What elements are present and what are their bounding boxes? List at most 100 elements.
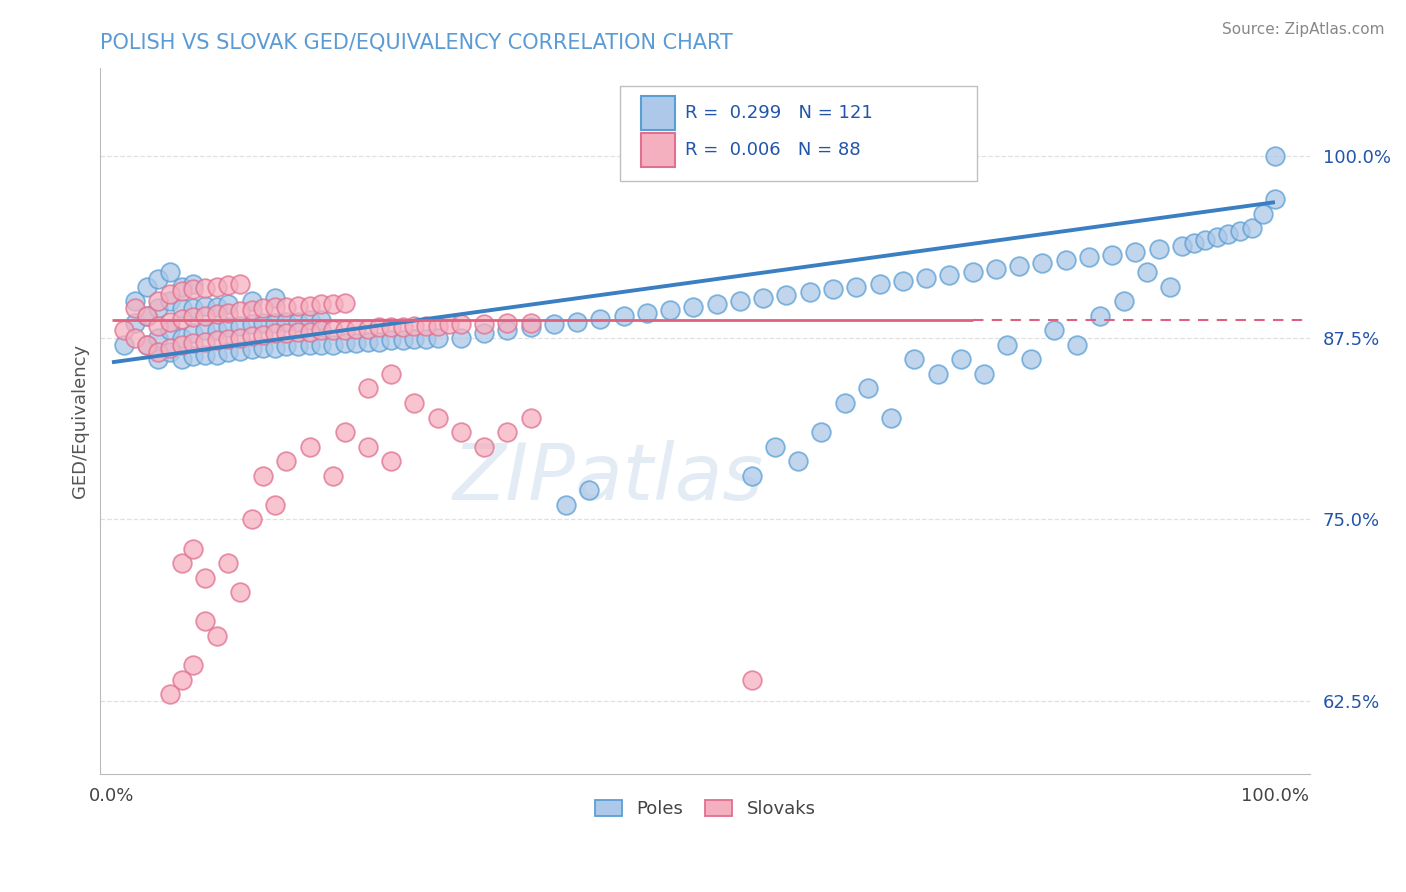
Point — [311, 297, 333, 311]
Point — [472, 318, 495, 332]
Point — [565, 314, 588, 328]
Point — [183, 301, 205, 316]
Point — [183, 326, 205, 340]
Point — [613, 309, 636, 323]
Point — [205, 300, 228, 314]
Point — [1125, 244, 1147, 259]
Point — [124, 294, 146, 309]
Point — [217, 306, 239, 320]
Point — [276, 339, 298, 353]
FancyBboxPatch shape — [641, 133, 675, 167]
Point — [380, 334, 402, 348]
Point — [1264, 148, 1286, 162]
Point — [159, 294, 181, 309]
Point — [554, 498, 576, 512]
Point — [124, 301, 146, 316]
Point — [496, 316, 519, 330]
Point — [322, 338, 344, 352]
Point — [135, 309, 157, 323]
Point — [148, 318, 170, 333]
Y-axis label: GED/Equivalency: GED/Equivalency — [72, 344, 89, 499]
Point — [1229, 224, 1251, 238]
Text: ZIPatlas: ZIPatlas — [453, 440, 763, 516]
Point — [194, 298, 217, 312]
Point — [391, 320, 413, 334]
Point — [183, 336, 205, 351]
Point — [159, 687, 181, 701]
Point — [217, 332, 239, 346]
Point — [194, 348, 217, 362]
Point — [1054, 253, 1077, 268]
Point — [415, 332, 437, 346]
Point — [148, 345, 170, 359]
Point — [426, 318, 449, 333]
Point — [240, 329, 263, 343]
Point — [333, 295, 356, 310]
Point — [1112, 294, 1135, 309]
Point — [741, 468, 763, 483]
Point — [357, 334, 380, 349]
Point — [915, 270, 938, 285]
Point — [962, 265, 984, 279]
Point — [252, 316, 274, 330]
Point — [170, 673, 193, 687]
Point — [229, 318, 252, 333]
Point — [148, 352, 170, 367]
Point — [322, 297, 344, 311]
Point — [276, 454, 298, 468]
Point — [217, 556, 239, 570]
Point — [148, 294, 170, 309]
Point — [287, 339, 309, 353]
Point — [276, 326, 298, 340]
Point — [706, 297, 728, 311]
Point — [1031, 256, 1053, 270]
Point — [263, 341, 285, 355]
Point — [298, 338, 321, 352]
Point — [159, 341, 181, 355]
Point — [1251, 207, 1274, 221]
Point — [1066, 338, 1088, 352]
Point — [519, 320, 541, 334]
Point — [159, 286, 181, 301]
Point — [578, 483, 600, 498]
Point — [1240, 221, 1263, 235]
Point — [287, 314, 309, 328]
Point — [194, 281, 217, 295]
Point — [1218, 227, 1240, 242]
Point — [1136, 265, 1159, 279]
Point — [148, 301, 170, 316]
Point — [287, 325, 309, 339]
Point — [124, 316, 146, 330]
Point — [170, 284, 193, 298]
Point — [170, 352, 193, 367]
Point — [240, 512, 263, 526]
Point — [1090, 309, 1112, 323]
Point — [543, 318, 565, 332]
Point — [1205, 230, 1227, 244]
Point — [135, 338, 157, 352]
Point — [205, 629, 228, 643]
Point — [311, 313, 333, 327]
Text: Source: ZipAtlas.com: Source: ZipAtlas.com — [1222, 22, 1385, 37]
Point — [229, 304, 252, 318]
Point — [344, 336, 367, 351]
Point — [263, 326, 285, 340]
Point — [426, 330, 449, 344]
Point — [170, 279, 193, 293]
Point — [752, 291, 775, 305]
Point — [659, 302, 682, 317]
FancyBboxPatch shape — [620, 86, 977, 181]
Point — [391, 334, 413, 348]
Point — [404, 396, 426, 410]
Point — [1147, 242, 1170, 256]
Point — [148, 330, 170, 344]
Point — [450, 330, 472, 344]
Point — [439, 318, 461, 332]
Point — [276, 300, 298, 314]
Point — [682, 300, 704, 314]
Point — [240, 302, 263, 317]
Point — [880, 410, 903, 425]
Point — [799, 285, 821, 300]
Point — [496, 323, 519, 337]
Point — [194, 571, 217, 585]
